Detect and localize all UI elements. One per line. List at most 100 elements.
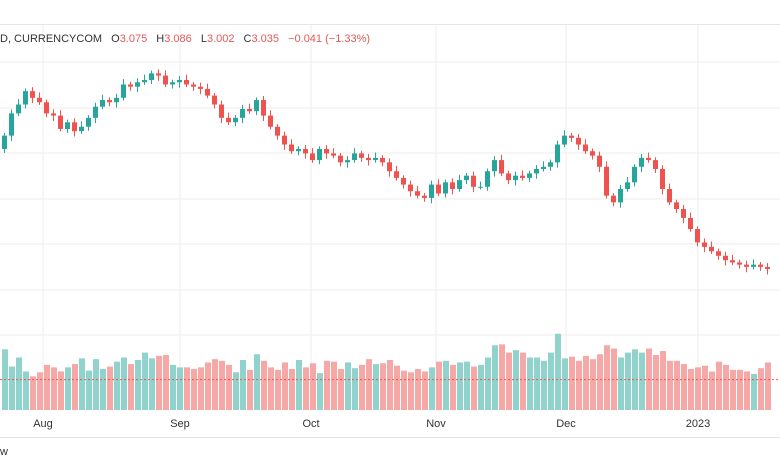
volume-bar <box>184 367 190 410</box>
candle-body <box>352 153 357 161</box>
volume-bar <box>51 367 57 410</box>
volume-bar <box>597 354 603 410</box>
volume-bar <box>205 362 211 410</box>
volume-bar <box>16 357 22 410</box>
volume-bar <box>107 366 113 410</box>
close-label: C <box>243 33 252 45</box>
volume-bar <box>233 372 239 410</box>
volume-bar <box>247 369 253 410</box>
candle-body <box>184 80 189 85</box>
candle-body <box>737 262 742 265</box>
candle-body <box>65 122 70 129</box>
ohlc-legend: D, CURRENCYCOM O3.075 H3.086 L3.002 C3.0… <box>0 33 370 45</box>
volume-bar <box>681 364 687 410</box>
candle-body <box>744 264 749 267</box>
volume-bar <box>520 352 526 410</box>
x-tick-label: Sep <box>170 418 190 430</box>
candle-body <box>240 108 245 118</box>
volume-bar <box>128 364 134 410</box>
candle-body <box>583 144 588 152</box>
candle-body <box>156 73 161 76</box>
volume-bar <box>667 360 673 410</box>
volume-bar <box>170 364 176 410</box>
volume-bar <box>709 371 715 410</box>
volume-bar <box>464 361 470 410</box>
change-value: −0.041 (−1.33%) <box>288 33 371 45</box>
candle-body <box>394 171 399 178</box>
volume-bar <box>744 371 750 410</box>
volume-bar <box>429 367 435 410</box>
volume-bar <box>569 356 575 410</box>
x-tick-label: Dec <box>556 418 576 430</box>
volume-bar <box>58 371 64 410</box>
candle-body <box>345 160 350 163</box>
volume-bars <box>2 333 771 410</box>
candle-body <box>478 186 483 188</box>
volume-bar <box>317 373 323 410</box>
candle-body <box>30 91 35 98</box>
candle-body <box>702 242 707 247</box>
candle-body <box>79 126 84 132</box>
volume-bar <box>422 371 428 410</box>
candle-body <box>576 137 581 145</box>
volume-bar <box>723 364 729 410</box>
candle-body <box>464 175 469 181</box>
volume-bar <box>177 367 183 410</box>
candle-body <box>142 80 147 83</box>
candle-body <box>604 166 609 196</box>
x-tick-label: Nov <box>426 418 446 430</box>
candle-body <box>359 153 364 158</box>
volume-bar <box>534 357 540 410</box>
volume-bar <box>338 369 344 410</box>
candle-body <box>492 160 497 172</box>
volume-bar <box>23 371 29 410</box>
legend-symbol: D, CURRENCYCOM <box>0 33 103 45</box>
candle-body <box>135 82 140 87</box>
volume-bar <box>590 359 596 410</box>
volume-bar <box>660 350 666 410</box>
candle-body <box>471 175 476 187</box>
volume-bar <box>93 359 99 410</box>
volume-bar <box>198 367 204 410</box>
candle-body <box>16 104 21 114</box>
candle-body <box>219 104 224 118</box>
candle-body <box>450 182 455 190</box>
volume-bar <box>30 376 36 410</box>
candle-body <box>212 95 217 105</box>
candle-body <box>338 155 343 163</box>
candle-body <box>415 191 420 196</box>
volume-bar <box>261 360 267 410</box>
volume-bar <box>485 357 491 410</box>
candlesticks <box>2 69 770 275</box>
volume-bar <box>408 372 414 410</box>
volume-bar <box>394 365 400 410</box>
high-label: H <box>156 33 165 45</box>
candle-body <box>303 148 308 154</box>
candle-body <box>534 169 539 174</box>
volume-bar <box>730 369 736 410</box>
volume-bar <box>275 369 281 410</box>
candle-body <box>23 91 28 105</box>
volume-bar <box>212 359 218 410</box>
candle-body <box>247 108 252 112</box>
candle-body <box>191 84 196 87</box>
candle-body <box>660 169 665 190</box>
candle-body <box>422 195 427 198</box>
top-toolbar-strip <box>0 0 780 25</box>
volume-bar <box>163 355 169 410</box>
volume-bar <box>240 359 246 410</box>
x-tick-label: 2023 <box>686 418 710 430</box>
volume-bar <box>156 355 162 410</box>
candle-body <box>625 182 630 190</box>
candle-body <box>317 148 322 161</box>
volume-bar <box>541 360 547 410</box>
candle-body <box>611 195 616 203</box>
volume-bar <box>289 369 295 410</box>
volume-bar <box>324 360 330 410</box>
candle-body <box>261 100 266 116</box>
volume-bar <box>492 345 498 410</box>
candle-body <box>443 182 448 194</box>
candle-body <box>205 88 210 96</box>
candle-body <box>555 144 560 163</box>
